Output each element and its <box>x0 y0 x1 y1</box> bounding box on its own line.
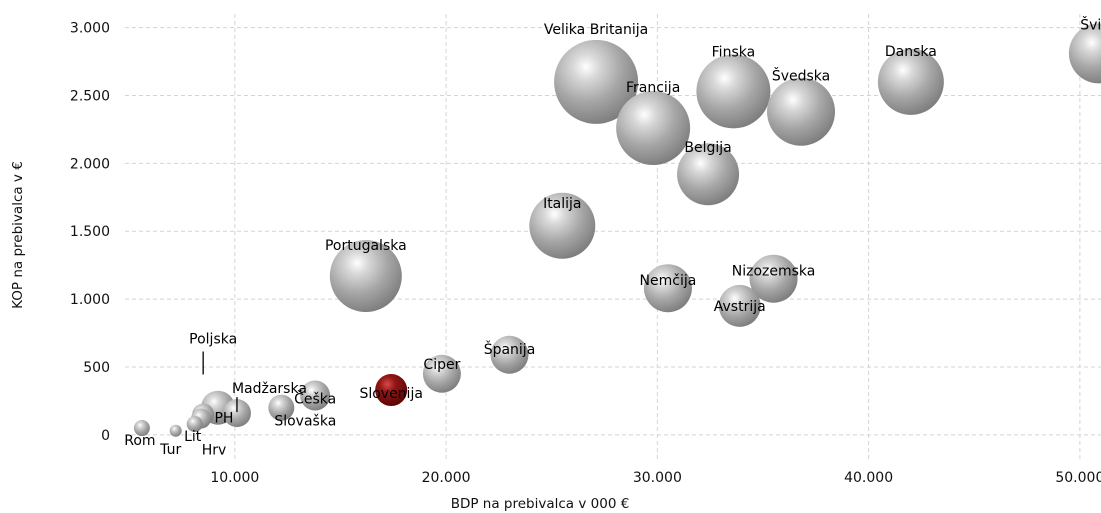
bubble-label: Švedska <box>772 67 830 85</box>
bubble-label: PH <box>214 411 233 427</box>
bubble-španija <box>490 335 529 374</box>
bubble-label: Ciper <box>423 357 460 373</box>
y-tick-label: 1.000 <box>70 292 110 308</box>
bubble-label: Poljska <box>189 331 237 347</box>
bubble-rom <box>133 420 150 437</box>
y-axis-title: KOP na prebivalca v € <box>10 161 26 309</box>
bubble-češka <box>300 380 331 411</box>
x-tick-label: 40.000 <box>844 470 893 486</box>
bubble-label: Velika Britanija <box>544 22 648 38</box>
y-tick-label: 3.000 <box>70 21 110 37</box>
bubble-label: Rom <box>124 433 155 449</box>
bubble-belgija <box>677 143 740 206</box>
y-tick-label: 500 <box>83 360 110 376</box>
bubble-label: Danska <box>885 44 937 60</box>
bubble-ciper <box>422 354 461 393</box>
y-tick-label: 2.000 <box>70 156 110 172</box>
bubble-danska <box>877 48 944 115</box>
x-tick-label: 20.000 <box>422 470 471 486</box>
bubble-label: Nizozemska <box>732 264 816 280</box>
x-axis-title: BDP na prebivalca v 000 € <box>451 496 630 512</box>
y-tick-label: 1.500 <box>70 224 110 240</box>
bubble-label: Švica <box>1080 15 1101 33</box>
bubble-velika-britanija <box>554 39 639 124</box>
y-tick-label: 2.500 <box>70 88 110 104</box>
bubble-label: Madžarska <box>232 381 307 397</box>
bubble-label: Belgija <box>684 140 731 156</box>
bubble-slovaška <box>268 394 295 421</box>
bubble-lit <box>186 415 203 432</box>
bubble-madžarska <box>222 399 251 428</box>
bubble-label: Italija <box>543 196 581 212</box>
x-tick-label: 30.000 <box>633 470 682 486</box>
bubble-švedska <box>767 77 836 146</box>
bubble-label: Hrv <box>202 443 227 459</box>
bubble-label: Portugalska <box>325 238 407 254</box>
bubble-label: Tur <box>159 442 181 458</box>
bubble-slovenija <box>375 374 408 407</box>
bubble-label: Nemčija <box>640 273 697 289</box>
bubble-nemčija <box>643 264 692 313</box>
bubble-label: Češka <box>294 389 336 407</box>
bubble-label: Lit <box>184 429 202 445</box>
bubble-portugalska <box>329 240 402 313</box>
bubble-nizozemska <box>749 254 798 303</box>
x-tick-label: 50.000 <box>1055 470 1101 486</box>
bubble-label: Francija <box>626 80 680 96</box>
bubble-tur <box>169 424 182 437</box>
bubble-italija <box>529 192 596 259</box>
bubble-avstrija <box>718 284 761 327</box>
bubble-label: Slovaška <box>274 414 336 430</box>
y-tick-label: 0 <box>101 428 110 444</box>
x-tick-label: 10.000 <box>210 470 259 486</box>
bubble-francija <box>616 91 691 166</box>
bubble-finska <box>696 54 771 129</box>
bubble-label: Slovenija <box>359 386 422 402</box>
bubble-švica <box>1068 23 1101 84</box>
bubble-label: Finska <box>712 44 756 60</box>
bubble-label: Avstrija <box>714 299 766 315</box>
bubble-label: Španija <box>484 340 536 358</box>
